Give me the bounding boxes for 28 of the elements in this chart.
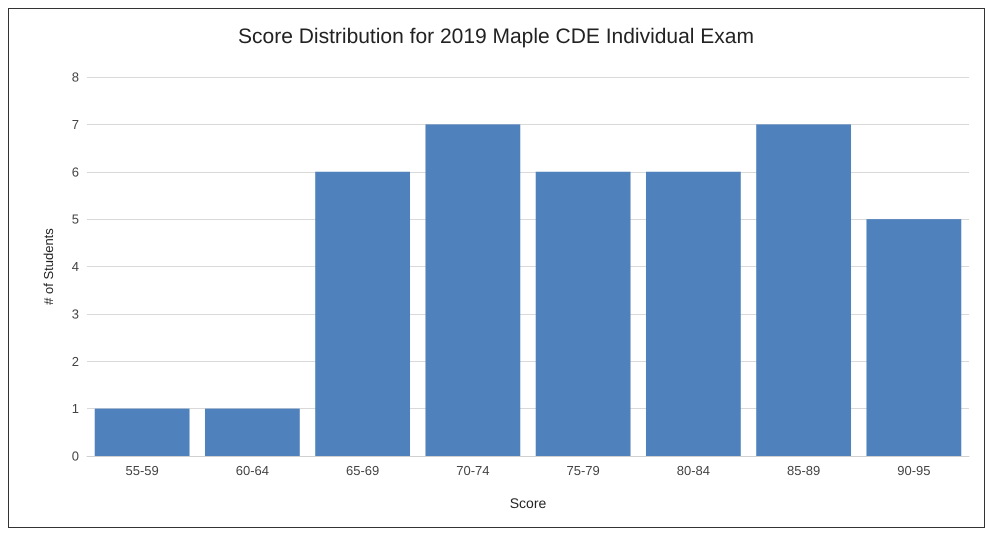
x-tick-label: 70-74 <box>456 463 490 478</box>
bar <box>94 408 190 456</box>
bar <box>866 219 962 456</box>
x-tick-label: 85-89 <box>787 463 820 478</box>
x-tick-label: 60-64 <box>236 463 269 478</box>
bar <box>425 124 520 456</box>
x-tick-label: 80-84 <box>676 463 710 478</box>
x-tick-label: 55-59 <box>126 463 159 478</box>
y-tick-label: 5 <box>72 212 79 227</box>
x-tick-label: 65-69 <box>346 463 380 478</box>
x-tick-label: 90-95 <box>897 463 930 478</box>
y-tick-label: 0 <box>72 448 79 464</box>
chart-title: Score Distribution for 2019 Maple CDE Individual Exam <box>238 25 754 48</box>
x-tick-label: 75-79 <box>566 463 600 478</box>
y-tick-label: 8 <box>72 70 79 84</box>
bar <box>646 172 741 456</box>
bar <box>536 172 631 456</box>
bar <box>204 408 300 456</box>
y-axis-title: # of Students <box>41 228 56 305</box>
y-tick-label: 6 <box>72 164 79 180</box>
y-tick-label: 7 <box>72 116 79 132</box>
bar <box>315 172 410 456</box>
y-tick-label: 3 <box>72 306 79 322</box>
x-axis-title: Score <box>510 495 546 511</box>
y-tick-label: 1 <box>72 401 79 416</box>
y-tick-label: 4 <box>72 259 79 274</box>
y-tick-label: 2 <box>72 354 79 369</box>
bar <box>756 124 852 456</box>
